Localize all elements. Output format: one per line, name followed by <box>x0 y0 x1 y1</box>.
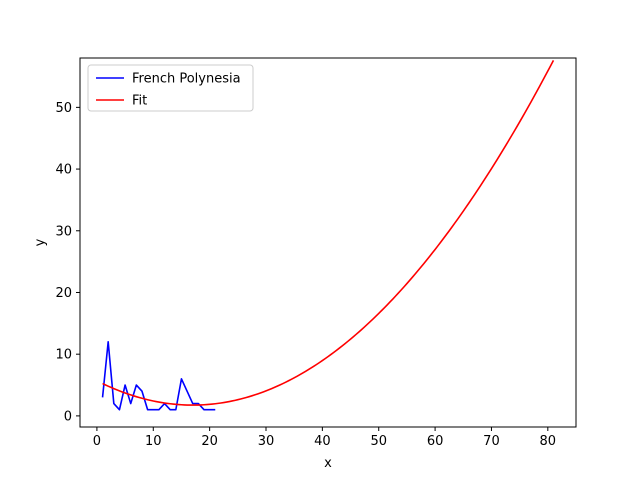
y-tick-label: 40 <box>55 163 72 178</box>
x-tick-label: 50 <box>370 434 387 449</box>
y-tick-label: 30 <box>55 224 72 239</box>
x-tick-label: 40 <box>314 434 331 449</box>
y-axis-label: y <box>33 238 48 246</box>
legend-entry-label: French Polynesia <box>132 72 241 87</box>
y-tick-label: 0 <box>64 409 72 424</box>
y-tick-label: 20 <box>55 286 72 301</box>
series-line-fit <box>102 59 555 406</box>
x-tick-label: 10 <box>145 434 162 449</box>
x-tick-label: 80 <box>540 434 557 449</box>
series-line-french-polynesia <box>101 341 216 411</box>
plot-layer <box>101 59 555 411</box>
legend-box <box>87 64 254 112</box>
legend: French Polynesia Fit <box>87 64 254 112</box>
x-tick-label: 30 <box>258 434 275 449</box>
x-tick-label: 70 <box>483 434 500 449</box>
x-axis-ticks: 0 10 20 30 40 50 60 70 80 <box>93 427 556 449</box>
y-tick-label: 50 <box>55 101 72 116</box>
legend-entry-label: Fit <box>132 94 147 109</box>
y-axis-ticks: 0 10 20 30 40 50 <box>55 101 80 424</box>
x-tick-label: 60 <box>427 434 444 449</box>
y-tick-label: 10 <box>55 348 72 363</box>
x-tick-label: 20 <box>201 434 218 449</box>
x-axis-label: x <box>324 456 332 471</box>
x-tick-label: 0 <box>93 434 101 449</box>
plot-frame <box>79 57 577 428</box>
